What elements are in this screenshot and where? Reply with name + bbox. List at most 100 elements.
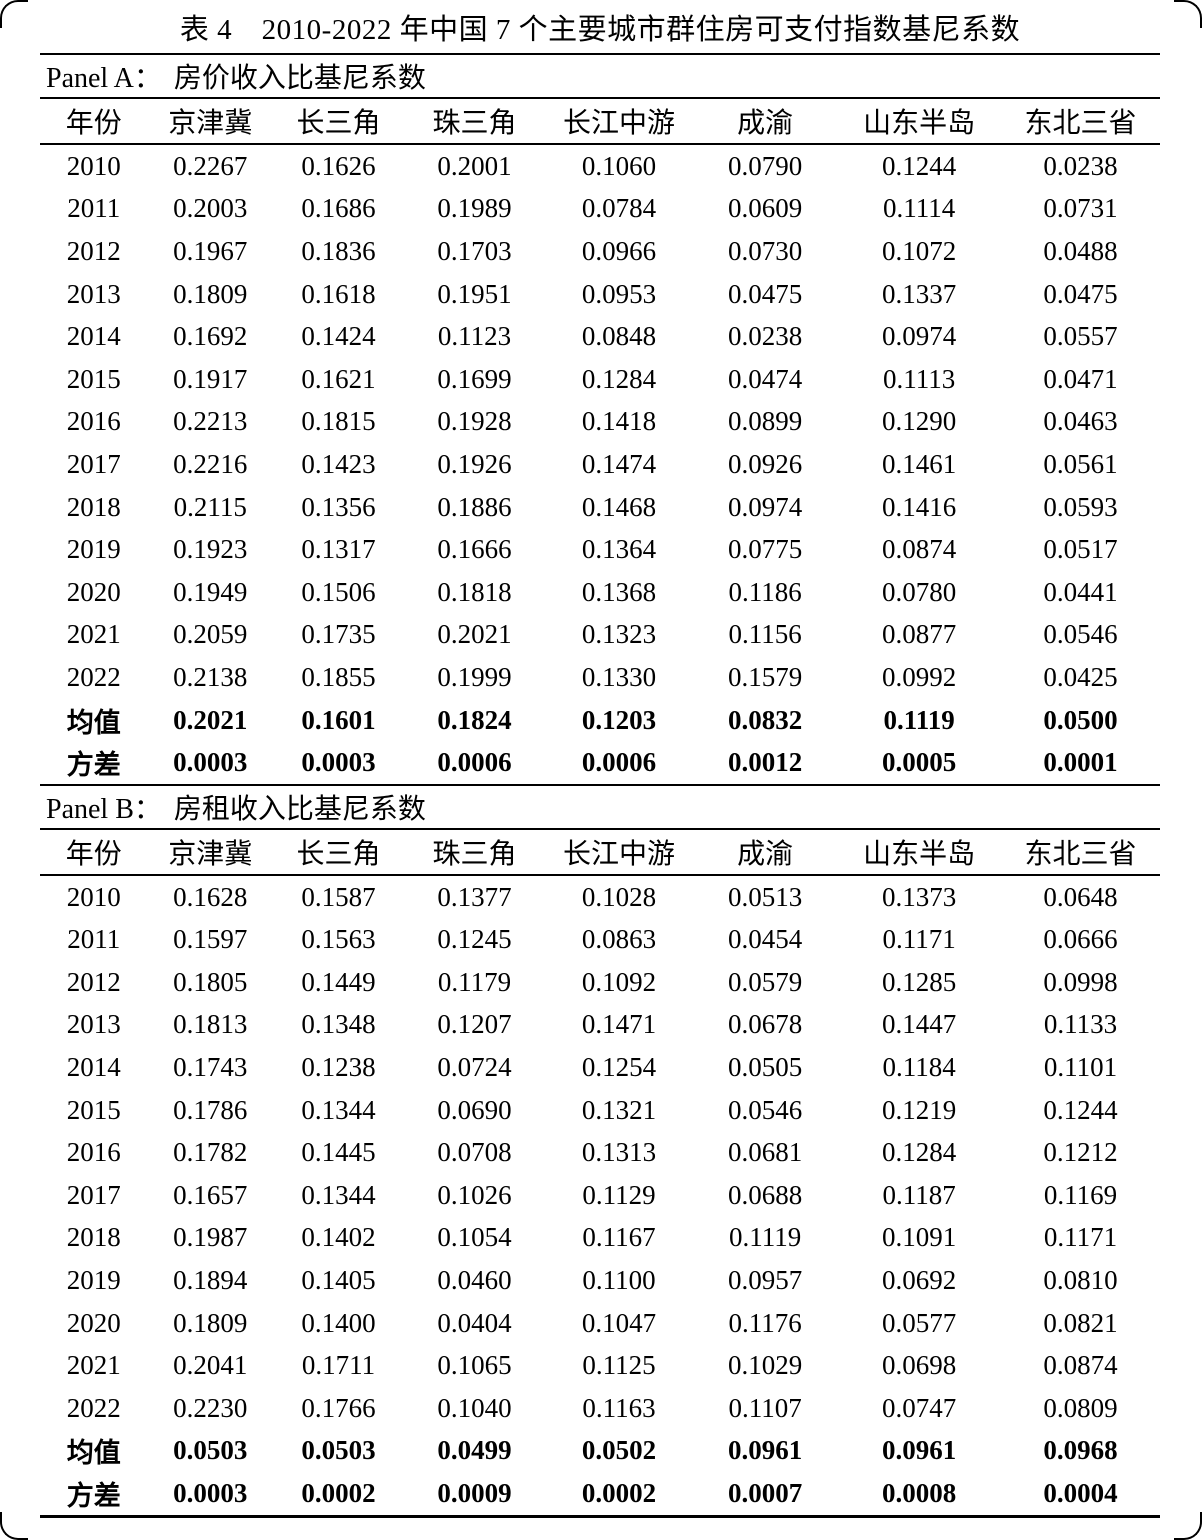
value-cell: 0.0953 [581,278,657,309]
value-cell: 0.1917 [173,363,248,394]
value-cell: 0.1666 [437,534,512,565]
value-cell: 0.1809 [173,278,248,309]
row-label: 2010 [66,881,121,912]
value-cell: 0.0966 [581,235,657,266]
value-cell: 0.1285 [882,966,957,997]
row-label: 方差 [66,1481,121,1512]
value-cell: 0.0747 [882,1392,957,1423]
value-cell: 0.1060 [581,150,657,181]
value-cell: 0.1468 [581,491,657,522]
value-cell: 0.1254 [581,1052,657,1083]
table-row: 2017 0.2216 0.1423 0.1926 0.1474 0.0926 0.1461… [40,443,1160,486]
value-cell: 0.0004 [1043,1478,1118,1509]
value-cell: 0.0007 [728,1478,803,1509]
value-cell: 0.0968 [1043,1435,1118,1466]
value-cell: 0.0848 [581,321,657,352]
value-cell: 0.0517 [1043,534,1118,565]
value-cell: 0.1418 [581,406,657,437]
column-header: 长江中游 [545,828,693,876]
column-header: 山东半岛 [837,828,1001,876]
value-cell: 0.1423 [301,448,376,479]
value-cell: 0.1786 [173,1094,248,1125]
value-cell: 0.1356 [301,491,376,522]
value-cell: 0.0961 [728,1435,803,1466]
value-cell: 0.0678 [728,1009,803,1040]
value-cell: 0.1377 [437,881,512,912]
value-cell: 0.1171 [1043,1222,1118,1253]
value-cell: 0.1626 [301,150,376,181]
value-cell: 0.1238 [301,1052,376,1083]
value-cell: 0.1805 [173,966,248,997]
value-cell: 0.0474 [728,363,803,394]
value-cell: 0.1400 [301,1307,376,1338]
panel-b-table-header: 年份 京津冀 长三角 珠三角 长江中游 成渝 山东半岛 东北三省 [40,828,1160,876]
value-cell: 0.0961 [882,1435,957,1466]
value-cell: 0.0002 [581,1478,657,1509]
value-cell: 0.1967 [173,235,248,266]
table-row: 2018 0.2115 0.1356 0.1886 0.1468 0.0974 0.1416… [40,486,1160,529]
value-cell: 0.0992 [882,661,957,692]
value-cell: 0.1187 [882,1179,956,1210]
value-cell: 0.0546 [1043,619,1118,650]
table-row: 方差 0.0003 0.0003 0.0006 0.0006 0.0012 0.0005 0.… [40,741,1160,784]
value-cell: 0.0008 [882,1478,957,1509]
row-label: 2011 [67,193,121,224]
value-cell: 0.1597 [173,924,248,955]
value-cell: 0.0666 [1043,924,1118,955]
value-cell: 0.1207 [437,1009,512,1040]
table-row: 2014 0.1692 0.1424 0.1123 0.0848 0.0238 0.0974… [40,315,1160,358]
row-label: 2016 [66,1137,121,1168]
value-cell: 0.1125 [582,1350,656,1381]
value-cell: 0.0998 [1043,966,1118,997]
value-cell: 0.1699 [437,363,512,394]
row-label: 2013 [66,278,121,309]
table-title: 表 4 2010-2022 年中国 7 个主要城市群住房可支付指数基尼系数 [179,13,1021,46]
value-cell: 0.1692 [173,321,248,352]
value-cell: 0.1317 [301,534,376,565]
value-cell: 0.1169 [1043,1179,1118,1210]
value-cell: 0.0005 [882,747,957,778]
value-cell: 0.1449 [301,966,376,997]
value-cell: 0.0561 [1043,448,1118,479]
table-row: 2016 0.1782 0.1445 0.0708 0.1313 0.0681 0.1284… [40,1131,1160,1174]
panel-a-header: Panel A： 房价收入比基尼系数 [40,53,1160,97]
value-cell: 0.1119 [729,1222,802,1253]
value-cell: 0.1113 [883,363,956,394]
value-cell: 0.1184 [882,1052,956,1083]
row-label: 2021 [66,1350,121,1381]
value-cell: 0.1447 [882,1009,957,1040]
value-cell: 0.2001 [437,150,512,181]
value-cell: 0.0238 [728,321,803,352]
column-header: 东北三省 [1000,828,1160,876]
value-cell: 0.0003 [301,747,376,778]
value-cell: 0.1424 [301,321,376,352]
value-cell: 0.0557 [1043,321,1118,352]
value-cell: 0.1621 [301,363,376,394]
value-cell: 0.1028 [581,881,657,912]
panel-a-table: 年份 京津冀 长三角 珠三角 长江中游 成渝 山东半岛 东北三省 2010 0.2267 0.16… [40,97,1160,784]
row-label: 2011 [67,924,121,955]
value-cell: 0.1219 [882,1094,957,1125]
value-cell: 0.0698 [882,1350,957,1381]
value-cell: 0.0441 [1043,576,1118,607]
column-header: 山东半岛 [837,98,1001,145]
value-cell: 0.0780 [882,576,957,607]
value-cell: 0.1284 [581,363,657,394]
table-row: 2012 0.1967 0.1836 0.1703 0.0966 0.0730 0.1072… [40,230,1160,273]
value-cell: 0.1179 [437,966,512,997]
value-cell: 0.1818 [437,576,512,607]
value-cell: 0.2230 [173,1392,248,1423]
value-cell: 0.1171 [882,924,956,955]
column-header: 成渝 [692,828,838,876]
table-row: 2010 0.2267 0.1626 0.2001 0.1060 0.0790 0.1244… [40,144,1160,188]
panel-b-table: 年份 京津冀 长三角 珠三角 长江中游 成渝 山东半岛 东北三省 2010 0.1628 0.15… [40,827,1160,1515]
value-cell: 0.0957 [728,1265,803,1296]
table-row: 2011 0.1597 0.1563 0.1245 0.0863 0.0454 0.1171… [40,919,1160,962]
row-label: 方差 [66,750,121,781]
row-label: 2019 [66,1265,121,1296]
table-bottom-rule [40,1514,1160,1518]
value-cell: 0.1506 [301,576,376,607]
value-cell: 0.0471 [1043,363,1118,394]
value-cell: 0.1344 [301,1179,376,1210]
row-label: 2020 [66,576,121,607]
